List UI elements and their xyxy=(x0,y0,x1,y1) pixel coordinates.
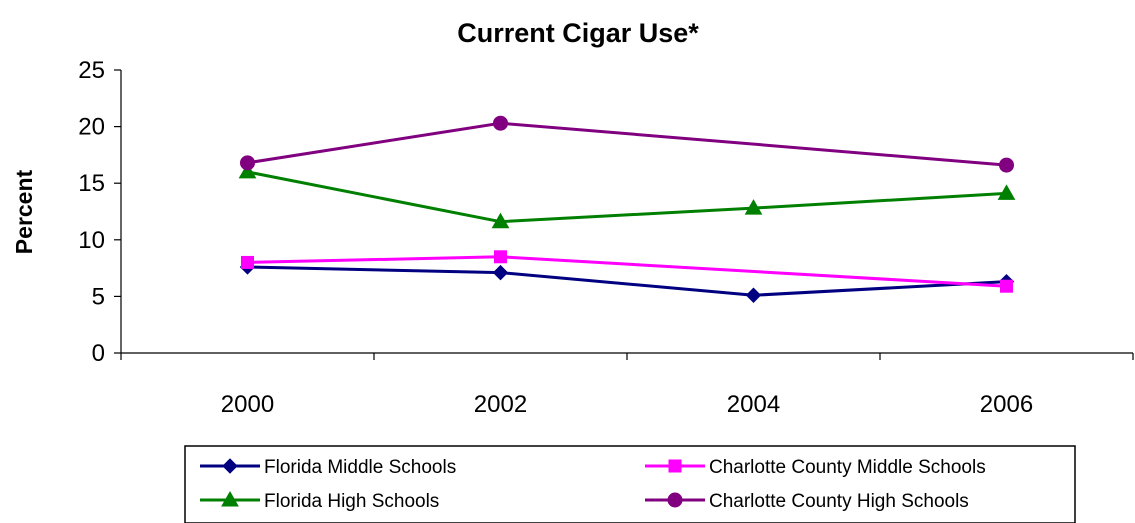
legend-label: Florida High Schools xyxy=(264,491,439,512)
data-point xyxy=(744,199,763,215)
data-point xyxy=(1000,279,1013,293)
legend: Florida Middle Schools Charlotte County M… xyxy=(184,445,1076,523)
y-tick-label: 0 xyxy=(92,340,105,367)
y-tick-label: 5 xyxy=(92,283,105,310)
series-line xyxy=(247,255,1007,288)
data-point xyxy=(493,115,508,131)
data-point xyxy=(238,162,257,179)
series-line xyxy=(247,121,1007,167)
data-point xyxy=(997,184,1016,200)
axes: 0 5 10 15 20 25 2000 2002 2004 2006 xyxy=(78,57,1134,418)
legend-label: Charlotte County Middle Schools xyxy=(709,457,986,478)
y-tick-label: 20 xyxy=(78,114,105,141)
series-line xyxy=(247,170,1007,224)
data-point xyxy=(492,264,509,281)
y-tick-label: 15 xyxy=(78,170,105,197)
data-point xyxy=(240,155,255,171)
x-tick-label: 2004 xyxy=(727,391,780,418)
x-tick-label: 2000 xyxy=(221,391,274,418)
legend-label: Florida Middle Schools xyxy=(264,457,456,478)
legend-marker xyxy=(221,490,239,507)
series-lines xyxy=(247,121,1007,297)
legend-box xyxy=(184,445,1076,523)
x-tick-label: 2006 xyxy=(980,391,1033,418)
legend-label: Charlotte County High Schools xyxy=(709,491,969,512)
series-line xyxy=(247,265,1007,297)
legend-marker xyxy=(222,458,238,474)
x-tick-label: 2002 xyxy=(474,391,527,418)
y-axis-label: Percent xyxy=(11,169,37,254)
series-markers xyxy=(238,115,1016,303)
data-point xyxy=(999,157,1014,173)
legend-marker xyxy=(668,459,682,473)
data-point xyxy=(494,250,507,264)
data-point xyxy=(241,255,254,269)
y-tick-label: 10 xyxy=(78,227,105,254)
chart-title: Current Cigar Use* xyxy=(457,18,699,48)
legend-marker xyxy=(667,492,683,508)
y-tick-label: 25 xyxy=(78,57,105,84)
data-point xyxy=(745,287,762,303)
data-point xyxy=(491,212,510,229)
